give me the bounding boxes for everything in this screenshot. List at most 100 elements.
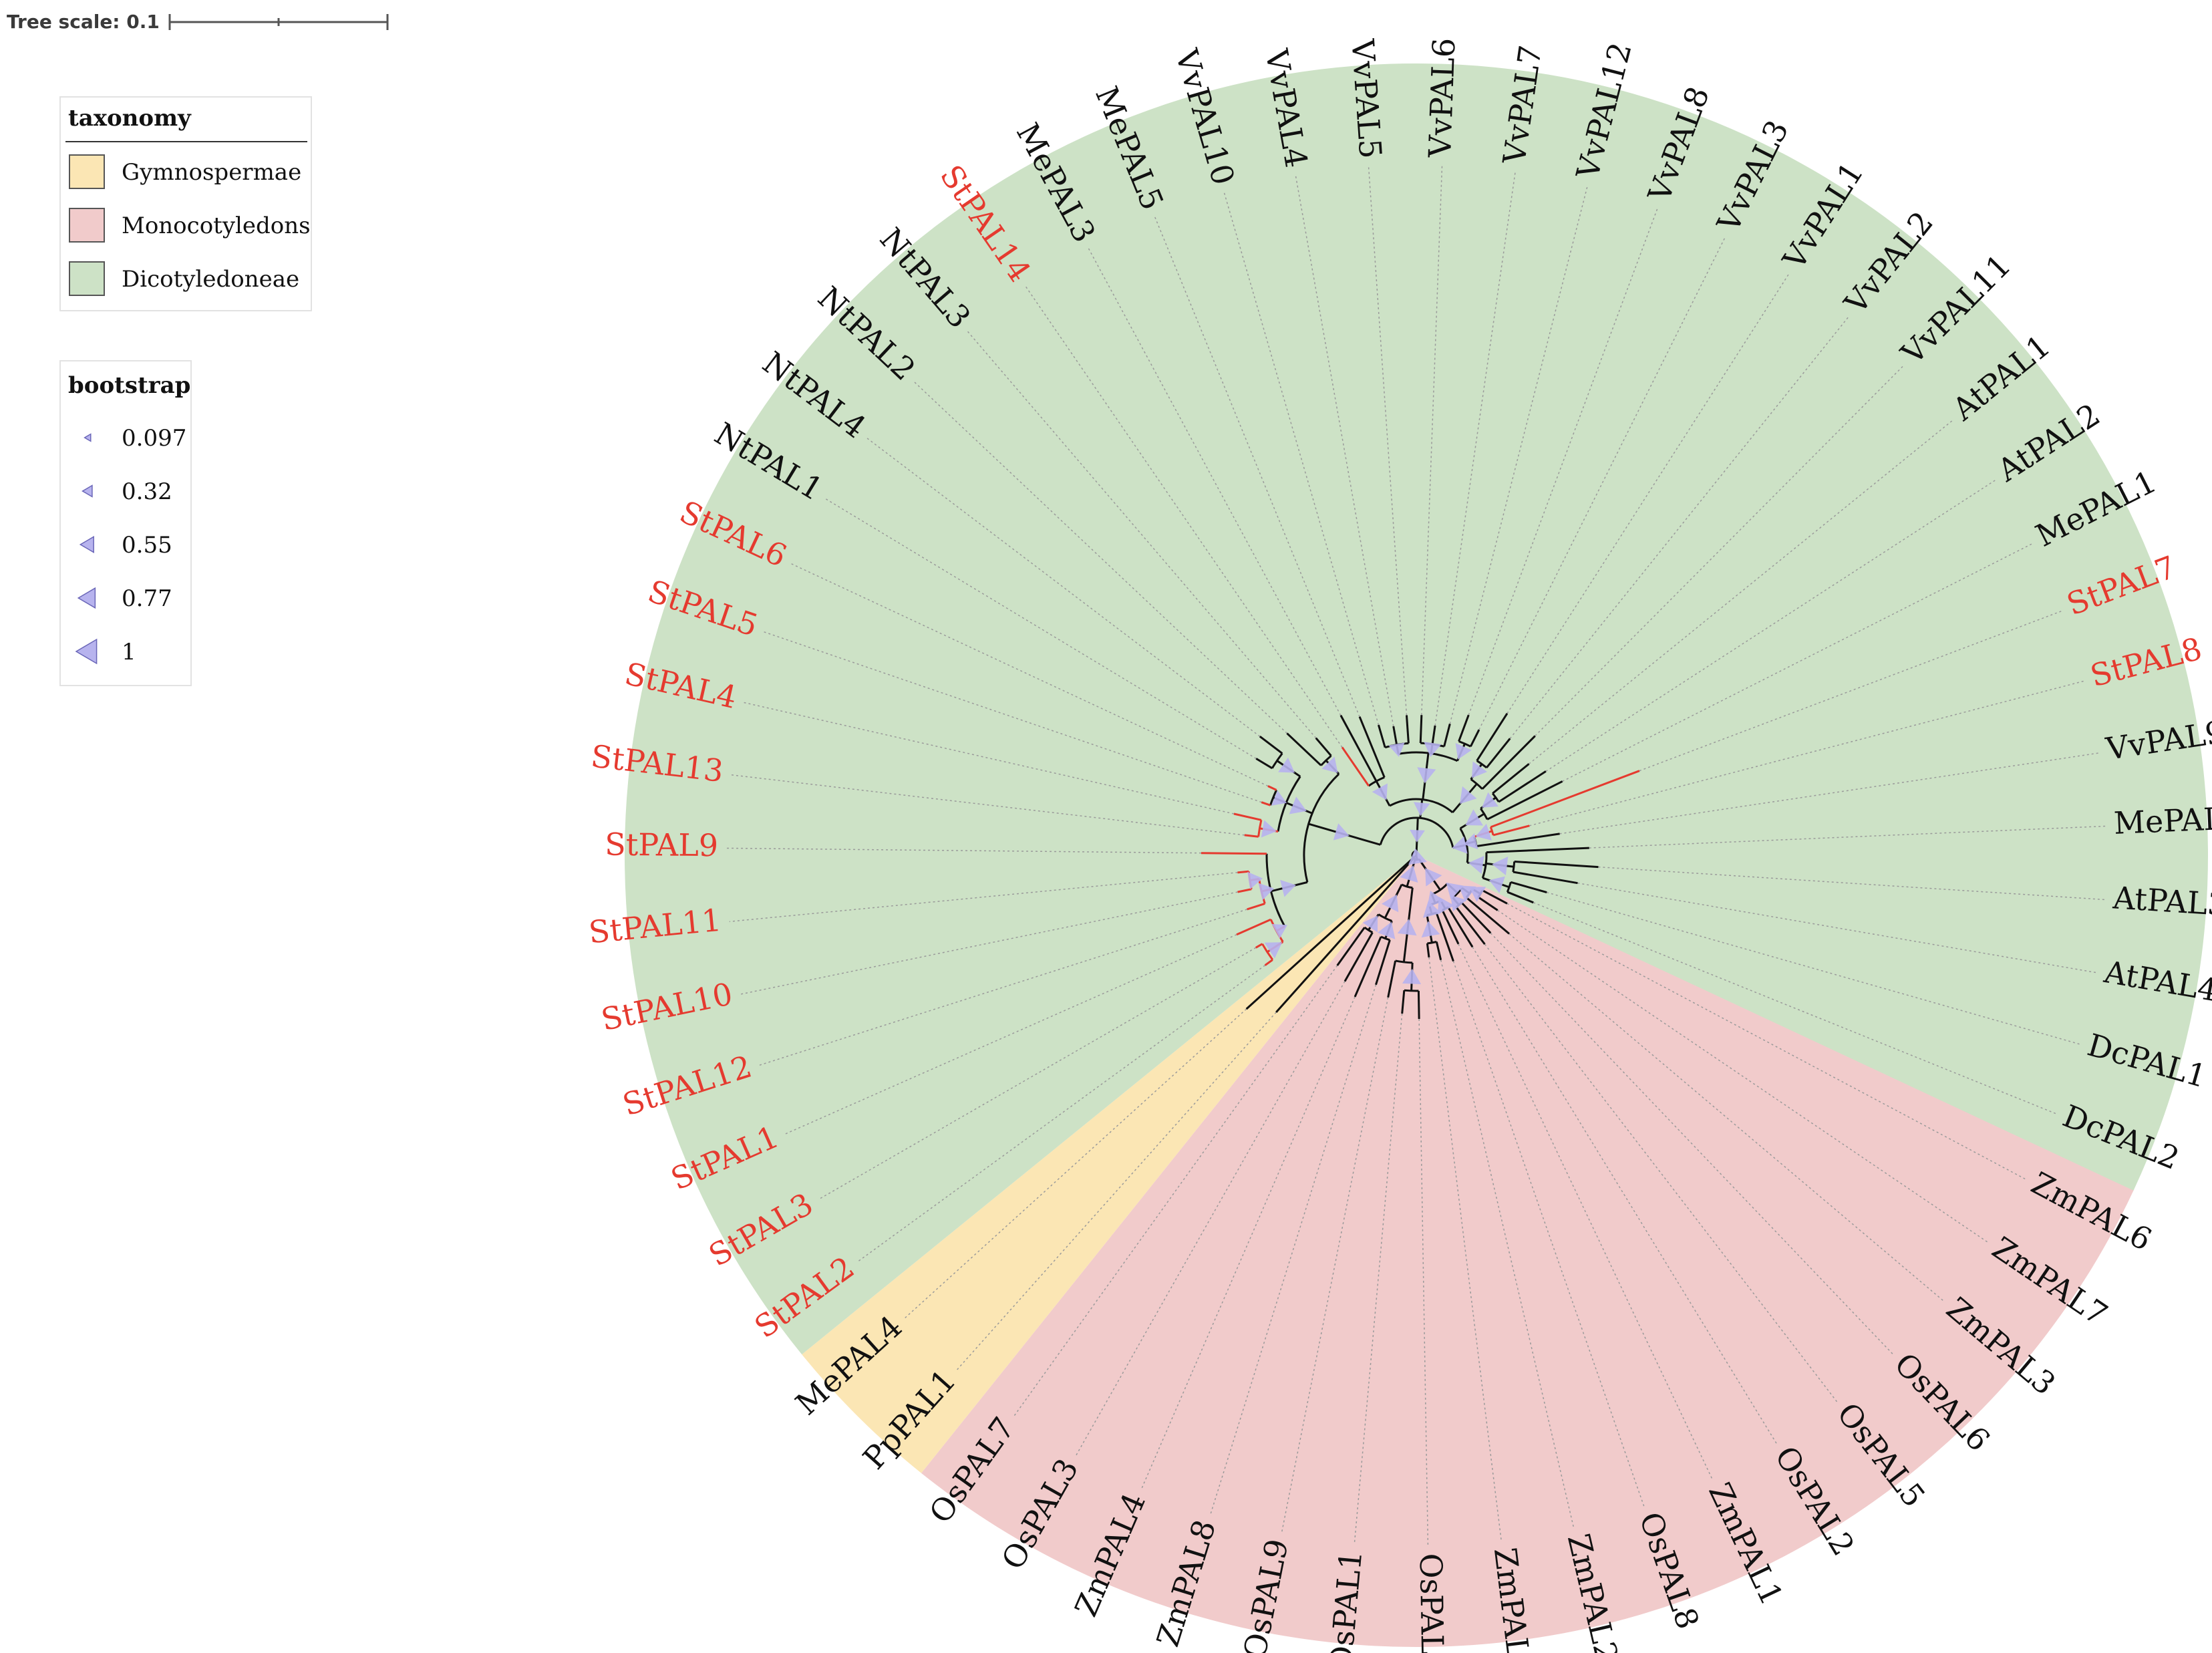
branch-mepal1 (1486, 780, 1563, 820)
leaf-label-ospal4: OsPAL4 (1413, 1553, 1451, 1653)
sector-monocotyledons (921, 855, 2135, 1648)
bootstrap-marker (1455, 743, 1472, 760)
bootstrap-marker (1289, 796, 1307, 814)
bootstrap-marker (1382, 894, 1399, 913)
bootstrap-marker (1427, 891, 1444, 908)
guide-zmpal4 (1141, 996, 1356, 1489)
guide-vvpal8 (1468, 208, 1658, 716)
bootstrap-marker (1321, 756, 1338, 773)
legend-bootstrap-marker (77, 587, 96, 609)
taxonomy-sectors (625, 63, 2209, 1648)
leaf-guide-lines (726, 165, 2106, 1545)
guide-stpal5 (763, 631, 1262, 803)
branch-atpal1 (1492, 763, 1530, 794)
branch-zmpal3 (1465, 897, 1510, 935)
branch-zmpal6 (1482, 889, 1508, 905)
branch-stpal9 (1201, 852, 1267, 855)
branch-mepal3 (1339, 714, 1378, 782)
branch-ospal6 (1460, 901, 1492, 934)
bootstrap-marker (1421, 921, 1440, 938)
guide-mepal1 (1562, 543, 2033, 782)
guide-zmpal8 (1210, 984, 1377, 1515)
branch-stpal7 (1490, 770, 1640, 829)
legend-label-gymnospermae: Gymnospermae (122, 159, 301, 186)
guide-stpal12 (758, 909, 1247, 1066)
guide-stpal6 (790, 563, 1269, 787)
leaf-label-mepal2: MePAL2 (2113, 800, 2212, 841)
guide-mepal4 (904, 1008, 1247, 1319)
branch-vvpal4 (1392, 726, 1398, 745)
legend-bootstrap-value: 1 (122, 639, 136, 665)
branch-stpal11 (1237, 870, 1249, 874)
branch-zmpal8 (1375, 939, 1391, 986)
branch-atpal4 (1513, 871, 1578, 885)
legend-swatch-monocotyledons (69, 208, 105, 243)
bootstrap-marker (1377, 921, 1396, 939)
branch-vvpal10 (1378, 724, 1386, 748)
branch-vvpal11 (1481, 735, 1536, 790)
legend-item-dicotyledoneae: Dicotyledoneae (69, 261, 299, 296)
branch-mepal2 (1486, 847, 1589, 854)
legend-bootstrap-value: 0.097 (122, 425, 186, 452)
branch-ntpal4 (1259, 736, 1283, 754)
guide-vvpal12 (1449, 186, 1588, 724)
bootstrap-marker (1258, 883, 1275, 901)
guide-zmpal3 (1509, 933, 1944, 1302)
bootstrap-marker (1417, 767, 1436, 784)
branch-ospal4 (1417, 990, 1420, 1019)
clade-arc (1492, 792, 1500, 802)
legend-bootstrap-box (59, 360, 192, 686)
legend-taxonomy-title: taxonomy (68, 105, 192, 132)
leaf-label-stpal9: StPAL9 (605, 826, 718, 864)
branch-stpal5 (1261, 801, 1271, 806)
legend-bootstrap-value: 0.55 (122, 532, 172, 559)
branch-vvpal2 (1486, 738, 1511, 768)
branch-ospal8 (1435, 912, 1454, 962)
branch-stpal10 (1237, 888, 1252, 893)
bootstrap-marker (1475, 823, 1492, 841)
clade-arc (1476, 760, 1488, 769)
leaf-label-atpal3: AtPAL3 (2111, 879, 2212, 923)
bootstrap-marker (1280, 879, 1296, 897)
bootstrap-marker (1463, 833, 1478, 850)
branch-ospal7 (1336, 927, 1366, 966)
guide-pppal1 (956, 1012, 1277, 1371)
branch-atpal2 (1498, 770, 1547, 803)
legend-item-monocotyledons: Monocotyledons (69, 208, 311, 243)
branch-stpal12 (1247, 903, 1265, 911)
legend-bootstrap-marker (75, 638, 98, 665)
bootstrap-marker (1408, 848, 1427, 865)
bootstrap-marker (1413, 802, 1430, 816)
guide-ospal6 (1490, 932, 1894, 1355)
branch-pppal1 (1275, 858, 1414, 1013)
branch-vvpal9 (1476, 833, 1560, 848)
clade-arc (1398, 751, 1458, 762)
guide-zmpal2 (1440, 959, 1575, 1527)
branch-dcpal1 (1510, 881, 1547, 894)
bootstrap-marker (1402, 968, 1422, 984)
bootstrap-marker (1388, 742, 1405, 757)
tree-branches (1201, 713, 1640, 1019)
sector-dicotyledoneae (625, 63, 2209, 1355)
clade-arc (1303, 773, 1340, 883)
branch-ospal2 (1447, 906, 1474, 948)
clade-arc (1404, 989, 1419, 992)
bootstrap-marker (1465, 809, 1484, 826)
branch-ospal9 (1387, 960, 1397, 998)
branch-stpal6 (1267, 785, 1277, 791)
tree-scale-label: Tree scale: 0.1 (7, 11, 160, 33)
branch-mepal5 (1358, 716, 1386, 778)
legend-bootstrap-marker (82, 484, 93, 498)
branch-ospal1 (1401, 990, 1406, 1014)
bootstrap-marker (1271, 790, 1287, 806)
bootstrap-marker (1450, 895, 1466, 912)
branch-zmpal4 (1354, 936, 1382, 998)
clade-arc (1481, 852, 1488, 879)
guide-ospal9 (1281, 997, 1389, 1533)
guide-stpal8 (1529, 680, 2084, 826)
bootstrap-marker (1458, 885, 1476, 902)
bootstrap-marker (1425, 868, 1442, 887)
clade-arc (1458, 740, 1472, 748)
bootstrap-marker (1261, 820, 1277, 838)
branch-zmpal2 (1435, 941, 1442, 961)
